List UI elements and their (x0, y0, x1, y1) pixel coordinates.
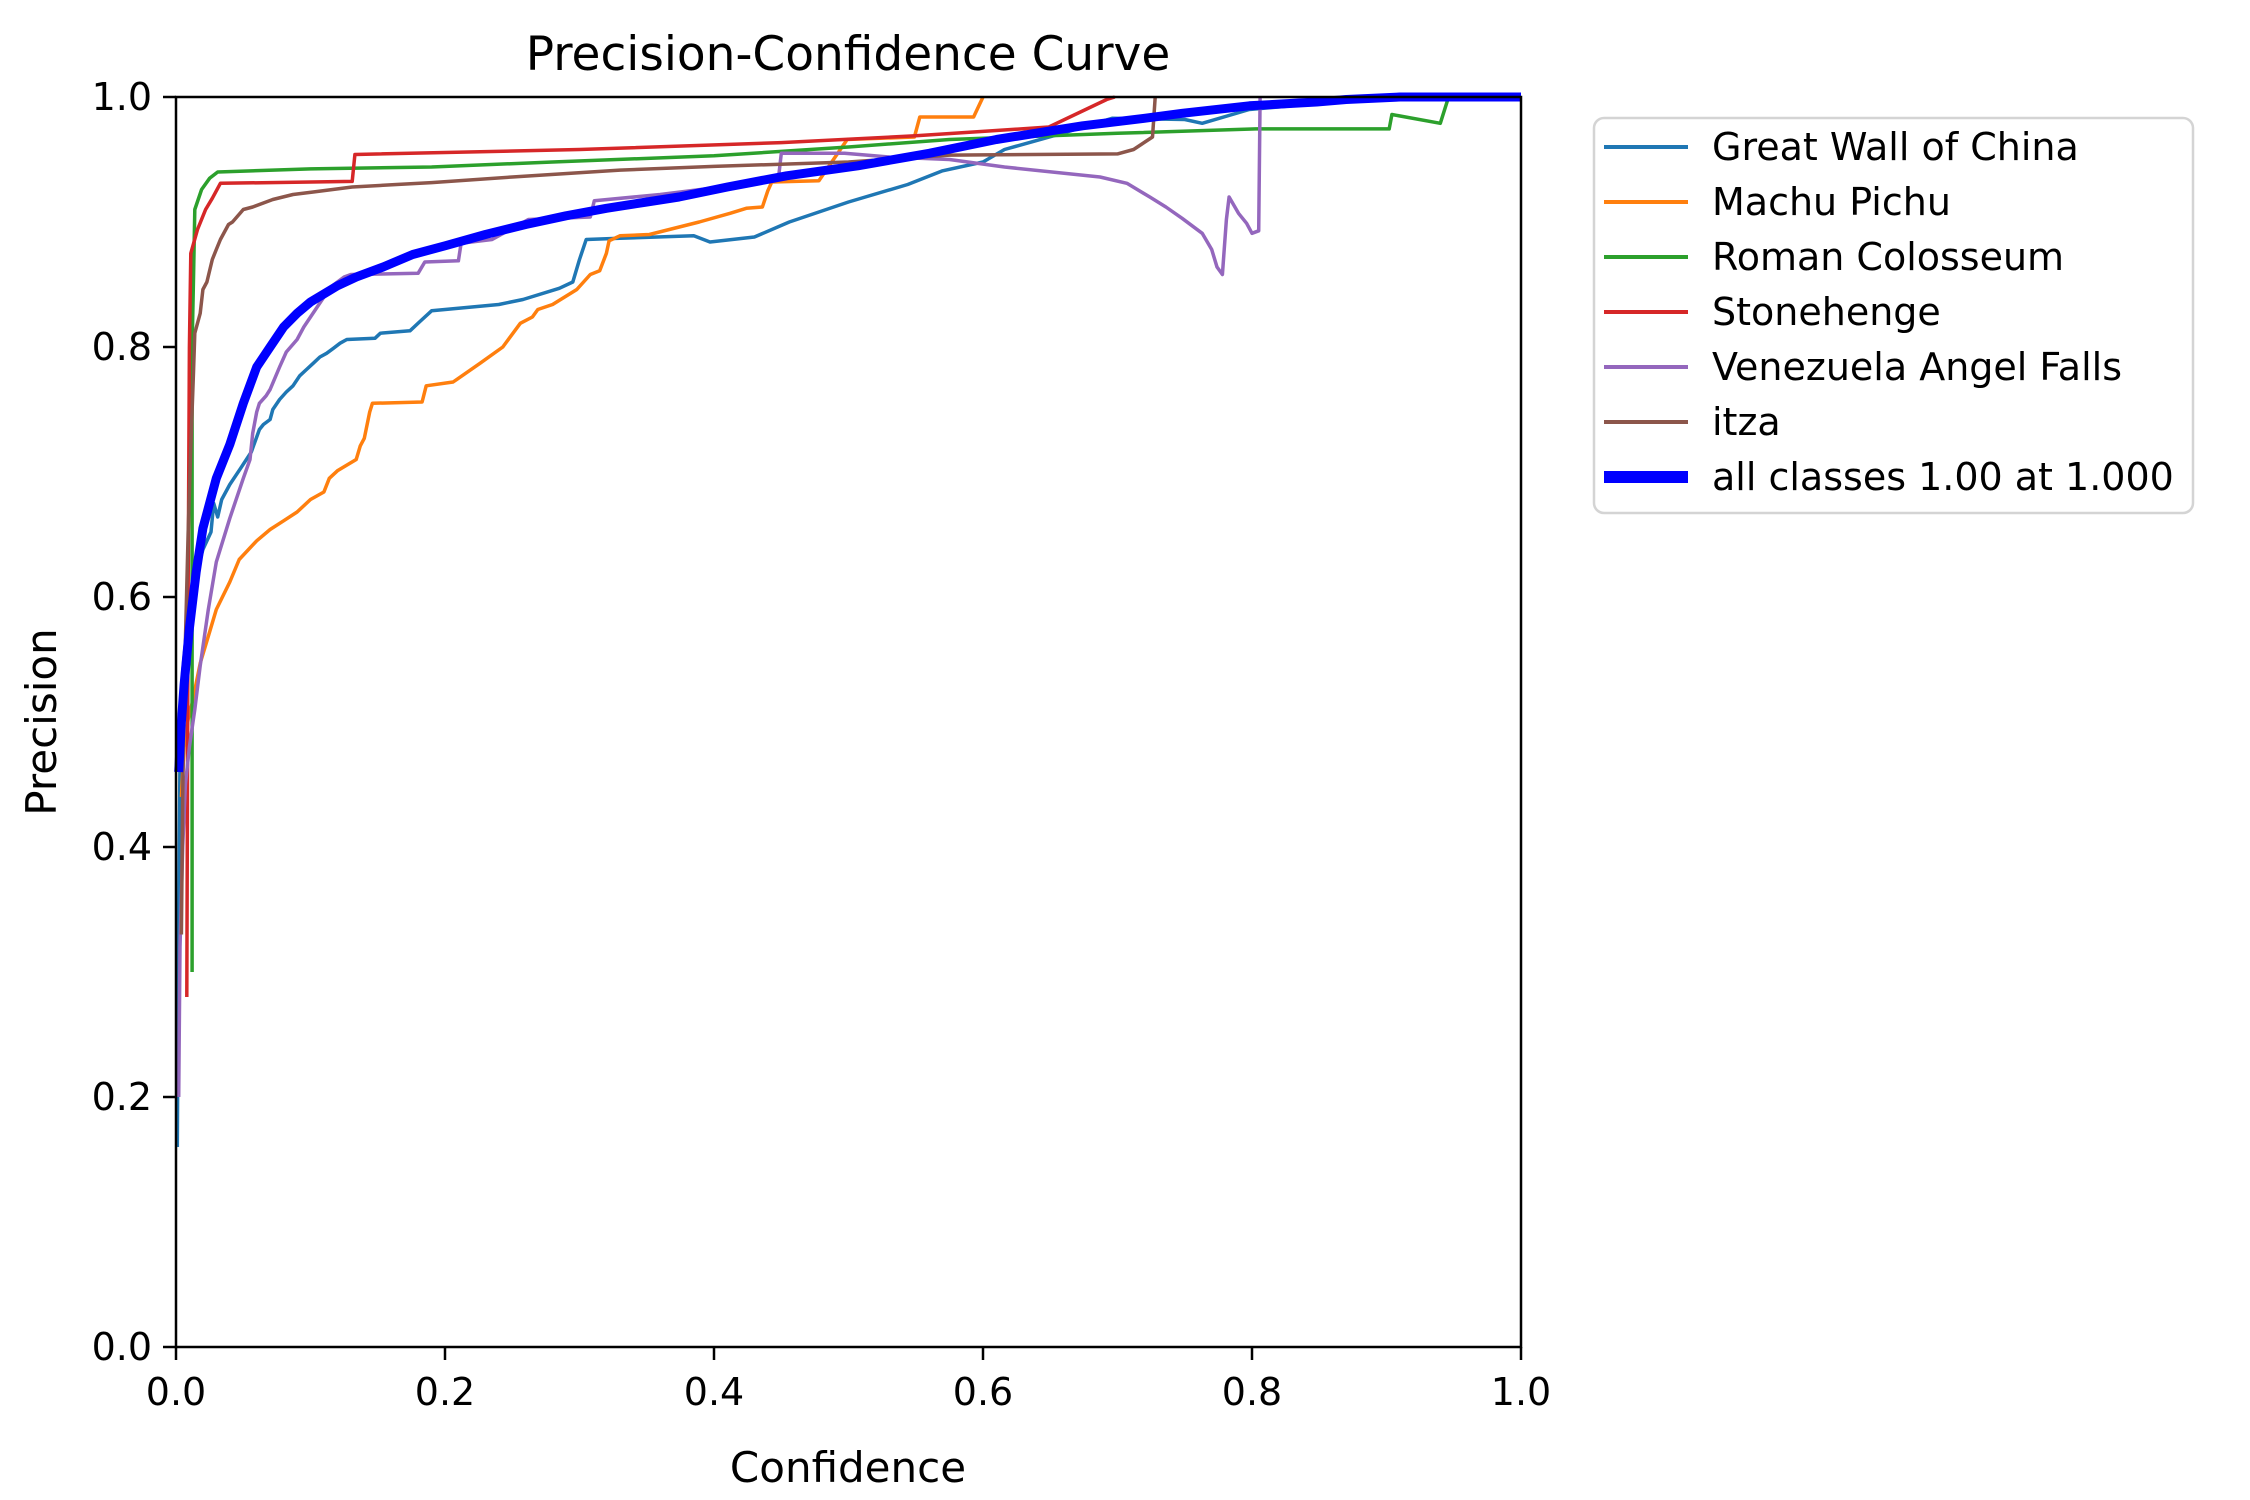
legend-item-itza: itza (1604, 400, 1781, 444)
plot-series-layer (174, 92, 1521, 1148)
legend-item-label: itza (1712, 400, 1781, 444)
legend-item-label: Great Wall of China (1712, 125, 2079, 169)
legend-item-all-classes-1-00-at-1-000: all classes 1.00 at 1.000 (1604, 455, 2174, 499)
chart-title: Precision-Confidence Curve (526, 27, 1171, 82)
y-tick-label: 0.2 (92, 1075, 152, 1119)
legend-item-label: Stonehenge (1712, 290, 1941, 334)
legend-item-venezuela-angel-falls: Venezuela Angel Falls (1604, 345, 2122, 389)
plot-axes-layer: 0.0 0.2 0.4 0.6 0.8 1.0 0.0 0.2 0.4 0.6 0.8 1.0 (92, 75, 1552, 1414)
x-tick-label: 0.0 (146, 1370, 206, 1414)
legend-item-label: Roman Colosseum (1712, 235, 2064, 279)
x-tick-label: 0.8 (1222, 1370, 1282, 1414)
y-tick-label: 1.0 (92, 75, 152, 119)
legend-item-label: all classes 1.00 at 1.000 (1712, 455, 2174, 499)
x-axis-label: Confidence (730, 1443, 966, 1492)
series-line-all-classes-1-00-at-1-000 (174, 92, 1521, 773)
y-tick-label: 0.0 (92, 1325, 152, 1369)
plot-border (174, 95, 1523, 1349)
y-tick-label: 0.8 (92, 325, 152, 369)
series-line-roman-colosseum (190, 95, 1452, 972)
x-tick-label: 0.4 (684, 1370, 744, 1414)
series-line-stonehenge (185, 95, 1116, 998)
x-tick-label: 0.2 (415, 1370, 475, 1414)
series-line-great-wall-of-china (175, 95, 1521, 1148)
y-tick-label: 0.6 (92, 575, 152, 619)
series-line-itza (179, 96, 1157, 935)
legend-item-label: Machu Pichu (1712, 180, 1951, 224)
x-tick-label: 0.6 (953, 1370, 1013, 1414)
legend-item-machu-pichu: Machu Pichu (1604, 180, 1951, 224)
legend: Great Wall of China Machu Pichu Roman Colo… (1592, 116, 2195, 515)
legend-box (1592, 116, 2195, 515)
legend-item-roman-colosseum: Roman Colosseum (1604, 235, 2064, 279)
series-line-venezuela-angel-falls (176, 96, 1262, 1098)
legend-item-great-wall-of-china: Great Wall of China (1604, 125, 2079, 169)
legend-item-label: Venezuela Angel Falls (1712, 345, 2122, 389)
series-line-machu-pichu (179, 96, 985, 798)
y-tick-label: 0.4 (92, 825, 152, 869)
x-tick-label: 1.0 (1491, 1370, 1551, 1414)
y-axis-label: Precision (17, 628, 66, 815)
legend-item-stonehenge: Stonehenge (1604, 290, 1941, 334)
